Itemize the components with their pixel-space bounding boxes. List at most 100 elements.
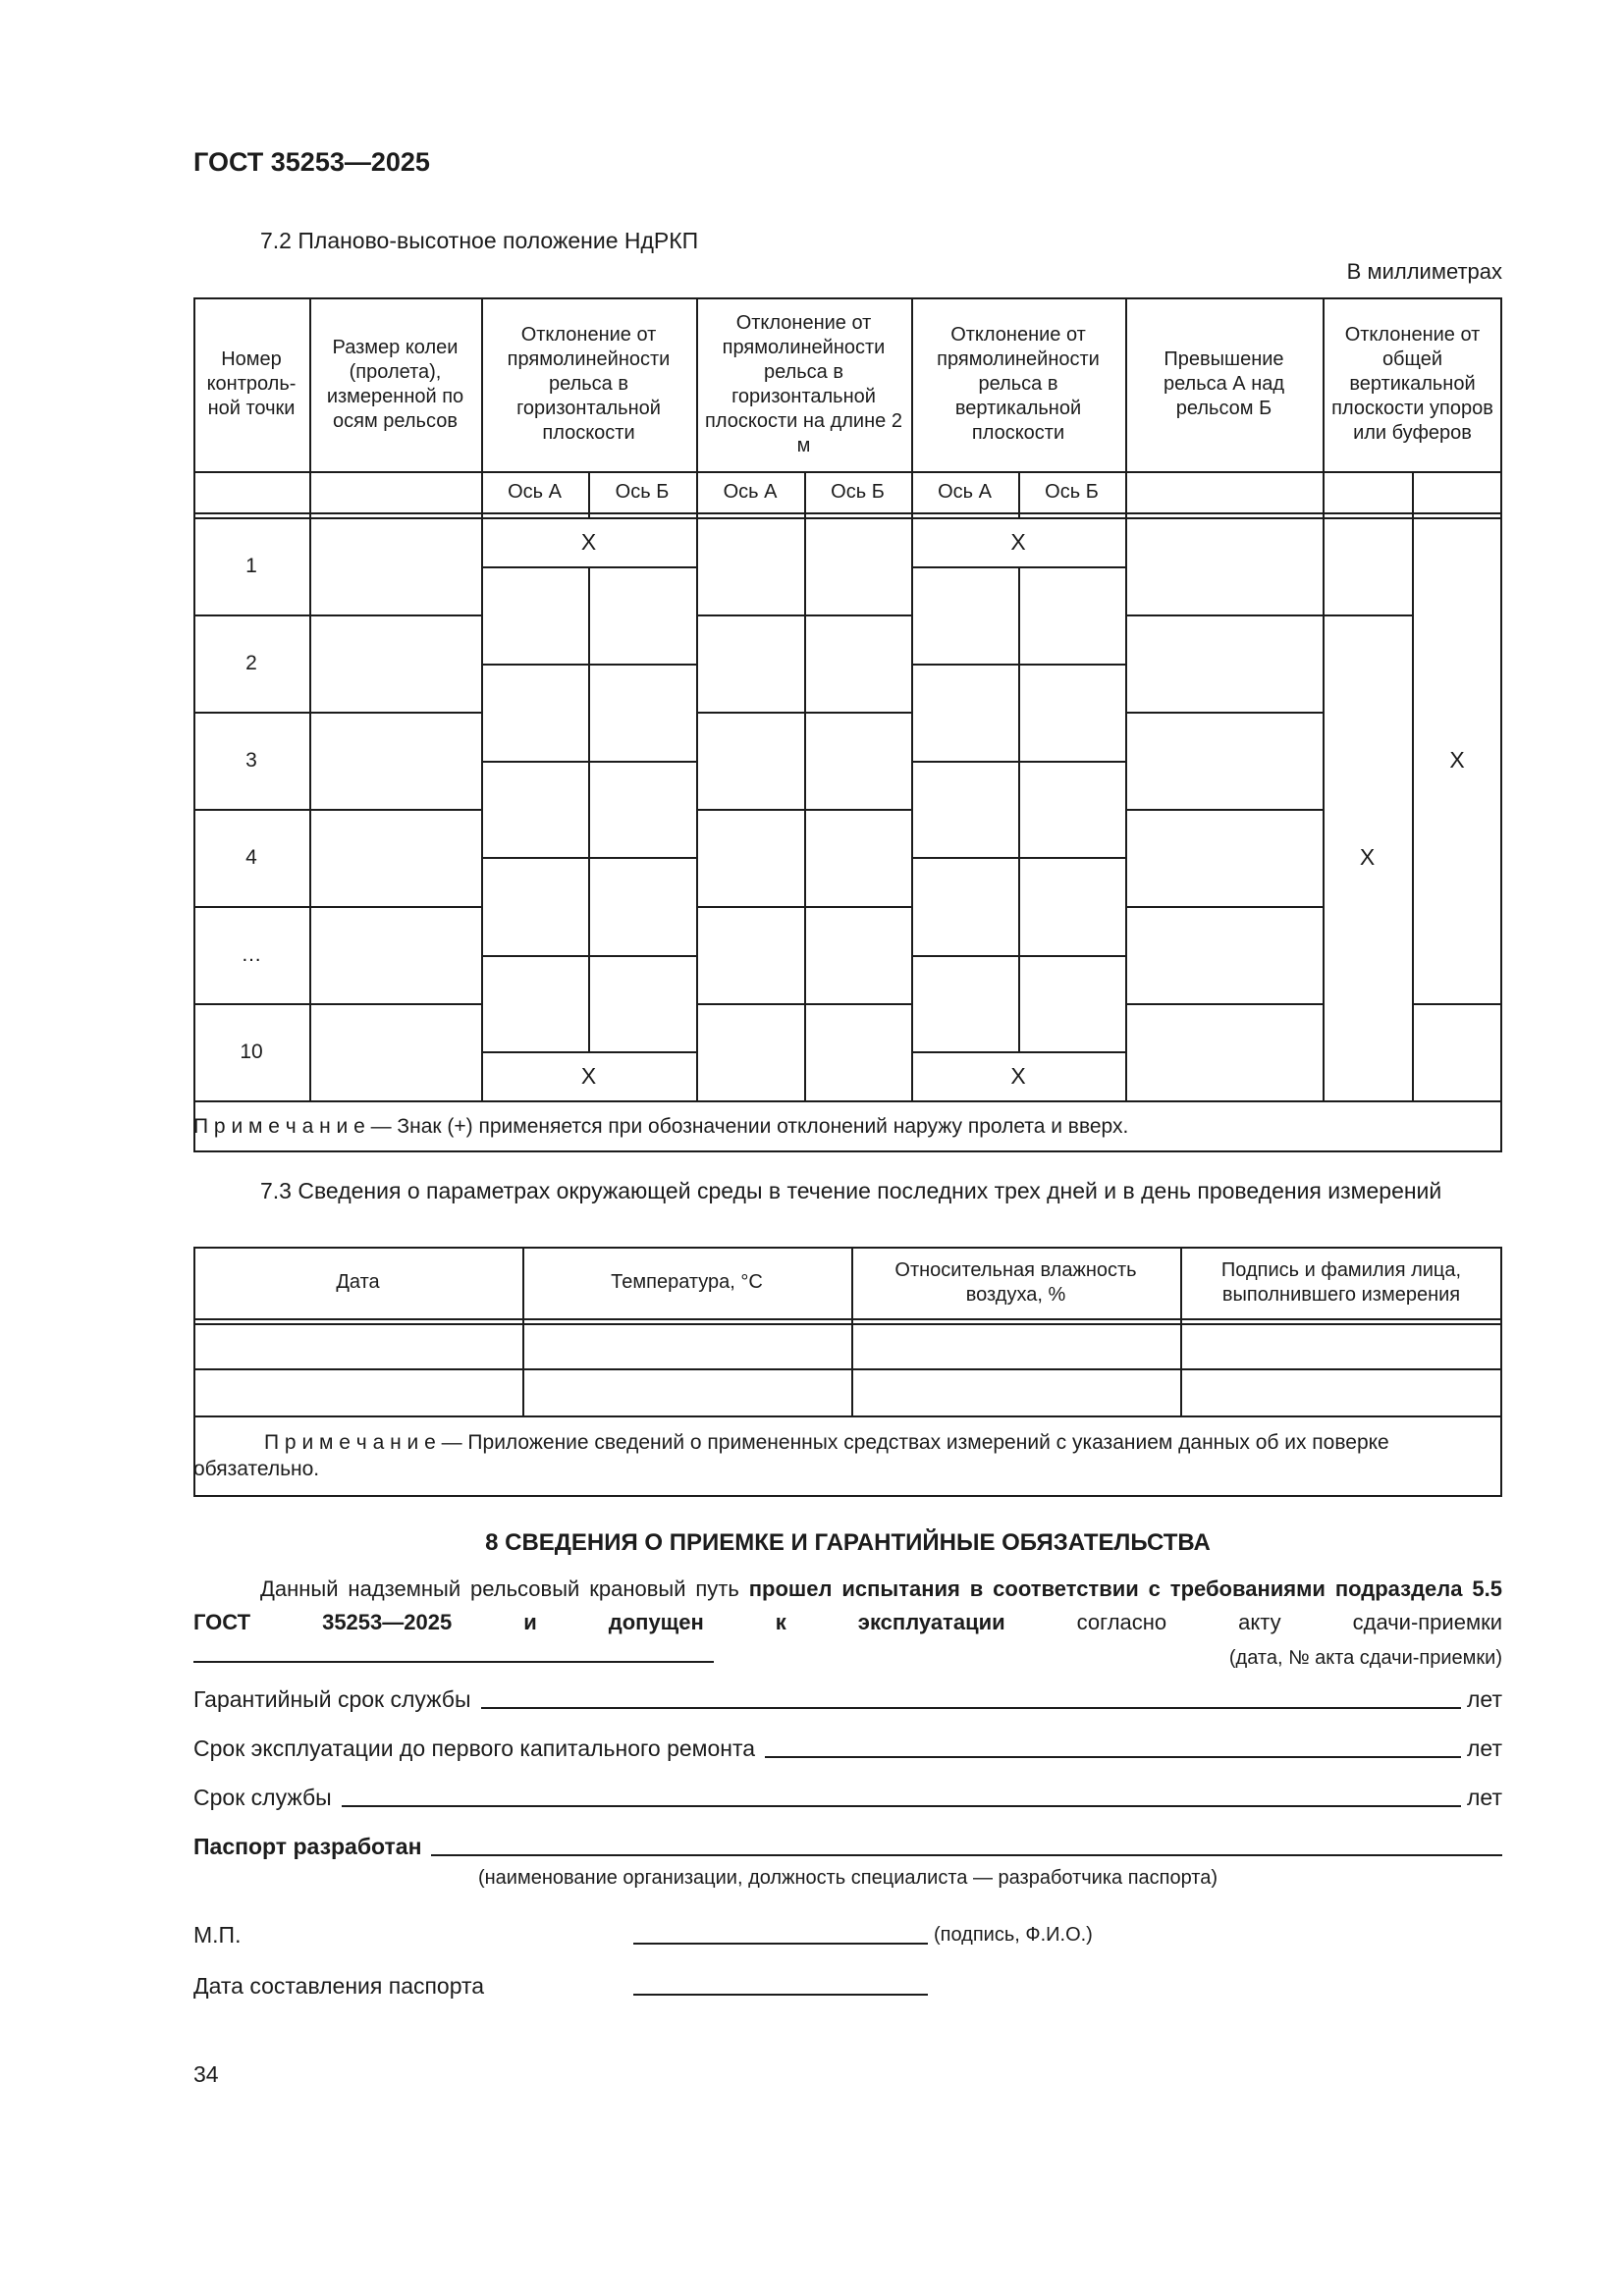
col-header-humidity: Относительная влажность воздуха, %: [894, 1258, 1137, 1306]
divider: [193, 1415, 1502, 1417]
blank-line-warranty: [480, 1706, 1462, 1709]
divider: [193, 809, 481, 811]
divider: [193, 1495, 1502, 1497]
subheader-axis-b: Ось Б: [615, 480, 670, 503]
warranty-period-label: Гарантийный срок службы: [193, 1686, 471, 1712]
acceptance-paragraph: Данный надземный рельсовый крановый путь…: [193, 1573, 1502, 1673]
service-units-label: лет: [1467, 1785, 1502, 1810]
service-life-row: Срок службы лет: [193, 1783, 1502, 1812]
divider: [1018, 471, 1020, 517]
col-header-signature: Подпись и фамилия лица, выполнившего изм…: [1220, 1258, 1462, 1306]
divider: [193, 1318, 1502, 1320]
divider: [1412, 1003, 1502, 1005]
divider: [851, 1247, 853, 1415]
divider: [193, 297, 195, 1152]
divider: [193, 517, 1502, 519]
acceptance-text-regular-2: согласно акту сдачи-приемки: [1004, 1610, 1502, 1634]
subheader-axis-b: Ось Б: [831, 480, 885, 503]
section-8-title: 8 СВЕДЕНИЯ О ПРИЕМКЕ И ГАРАНТИЙНЫЕ ОБЯЗА…: [485, 1529, 1211, 1556]
blank-line-service: [341, 1804, 1462, 1807]
divider: [911, 297, 913, 1100]
developer-caption: (наименование организации, должность спе…: [477, 1867, 1218, 1889]
divider: [696, 614, 911, 616]
divider: [522, 1247, 524, 1415]
divider: [193, 712, 481, 714]
blank-line-signature: [633, 1942, 928, 1945]
x-mark: X: [580, 528, 597, 555]
divider: [1125, 809, 1323, 811]
stamp-label: М.П.: [193, 1922, 242, 1948]
standard-code-header: ГОСТ 35253—2025: [193, 147, 430, 177]
units-note: В миллиметрах: [1346, 259, 1502, 284]
divider: [193, 1003, 481, 1005]
blank-line-developer: [431, 1853, 1502, 1856]
col-header-deviation-horizontal: Отклонение от прямолинейности рельса в г…: [507, 324, 671, 444]
overhaul-period-label: Срок эксплуатации до первого капитальног…: [193, 1735, 756, 1761]
warranty-period-row: Гарантийный срок службы лет: [193, 1684, 1502, 1714]
overhaul-units-label: лет: [1467, 1735, 1502, 1761]
blank-line-date: [633, 1993, 928, 1996]
col-header-deviation-vertical: Отклонение от прямолиней­ности рельса в …: [937, 324, 1100, 444]
divider: [193, 1247, 195, 1497]
divider: [193, 512, 1502, 514]
overhaul-period-row: Срок эксплуатации до первого капитальног…: [193, 1734, 1502, 1763]
subheader-axis-b: Ось Б: [1045, 480, 1099, 503]
signature-caption: (подпись, Ф.И.О.): [934, 1924, 1093, 1946]
subheader-axis-a: Ось А: [508, 480, 562, 503]
table-note: П р и м е ч а н и е — Знак (+) применяет…: [193, 1100, 1502, 1152]
divider: [1412, 471, 1414, 1100]
warranty-units-label: лет: [1467, 1686, 1502, 1712]
divider: [696, 1003, 911, 1005]
divider: [696, 906, 911, 908]
col-header-date: Дата: [336, 1271, 380, 1293]
divider: [1125, 712, 1323, 714]
divider: [1125, 906, 1323, 908]
x-mark: X: [1010, 528, 1026, 555]
divider: [193, 1247, 1502, 1249]
divider: [804, 471, 806, 1100]
divider: [1018, 566, 1020, 1051]
divider: [911, 1051, 1125, 1053]
divider: [1500, 1247, 1502, 1497]
col-header-temperature: Температура, °С: [611, 1271, 763, 1293]
row-number: …: [241, 943, 262, 966]
row-number: 2: [245, 652, 257, 674]
divider: [193, 614, 481, 616]
page-number: 34: [193, 2061, 219, 2087]
divider: [193, 297, 1502, 299]
divider: [193, 471, 1502, 473]
row-number: 1: [245, 555, 257, 577]
divider: [309, 297, 311, 1100]
subheader-axis-a: Ось А: [723, 480, 778, 503]
passport-developed-row: Паспорт разработан: [193, 1832, 1502, 1861]
acceptance-caption: (дата, № акта сдачи-приемки): [1228, 1647, 1502, 1669]
divider: [193, 1323, 1502, 1325]
acceptance-text-bold: прошел испытания в соответствии с требов…: [193, 1576, 1502, 1634]
divider: [588, 471, 590, 517]
table-note: П р и м е ч а н и е — Приложение сведени…: [193, 1415, 1502, 1495]
divider: [1500, 297, 1502, 1152]
divider: [696, 297, 698, 1100]
col-header-deviation-horizontal-2m: Отклонение от прямолинейности рельса в г…: [705, 311, 902, 456]
x-mark: X: [580, 1062, 597, 1089]
divider: [1125, 297, 1127, 1100]
divider: [193, 1368, 1502, 1370]
row-number: 4: [245, 846, 257, 869]
passport-date-label: Дата составления паспорта: [193, 1973, 485, 1999]
x-mark: X: [1449, 747, 1465, 773]
divider: [193, 906, 481, 908]
divider: [1125, 1003, 1323, 1005]
blank-line-acceptance-act: [193, 1657, 714, 1663]
divider: [696, 809, 911, 811]
stamp-row: М.П. (подпись, Ф.И.О.): [193, 1920, 1502, 1949]
col-header-rail-elevation: Превышение рельса А над рельсом Б: [1163, 348, 1285, 419]
passport-date-row: Дата составления паспорта: [193, 1971, 1502, 2001]
subheader-axis-a: Ось А: [938, 480, 992, 503]
divider: [193, 1100, 1502, 1102]
col-header-gauge: Размер колеи (пролета), измеренной по ос…: [326, 336, 464, 432]
x-mark: X: [1359, 844, 1376, 870]
row-number: 10: [240, 1041, 263, 1063]
divider: [588, 566, 590, 1051]
divider: [1125, 614, 1412, 616]
